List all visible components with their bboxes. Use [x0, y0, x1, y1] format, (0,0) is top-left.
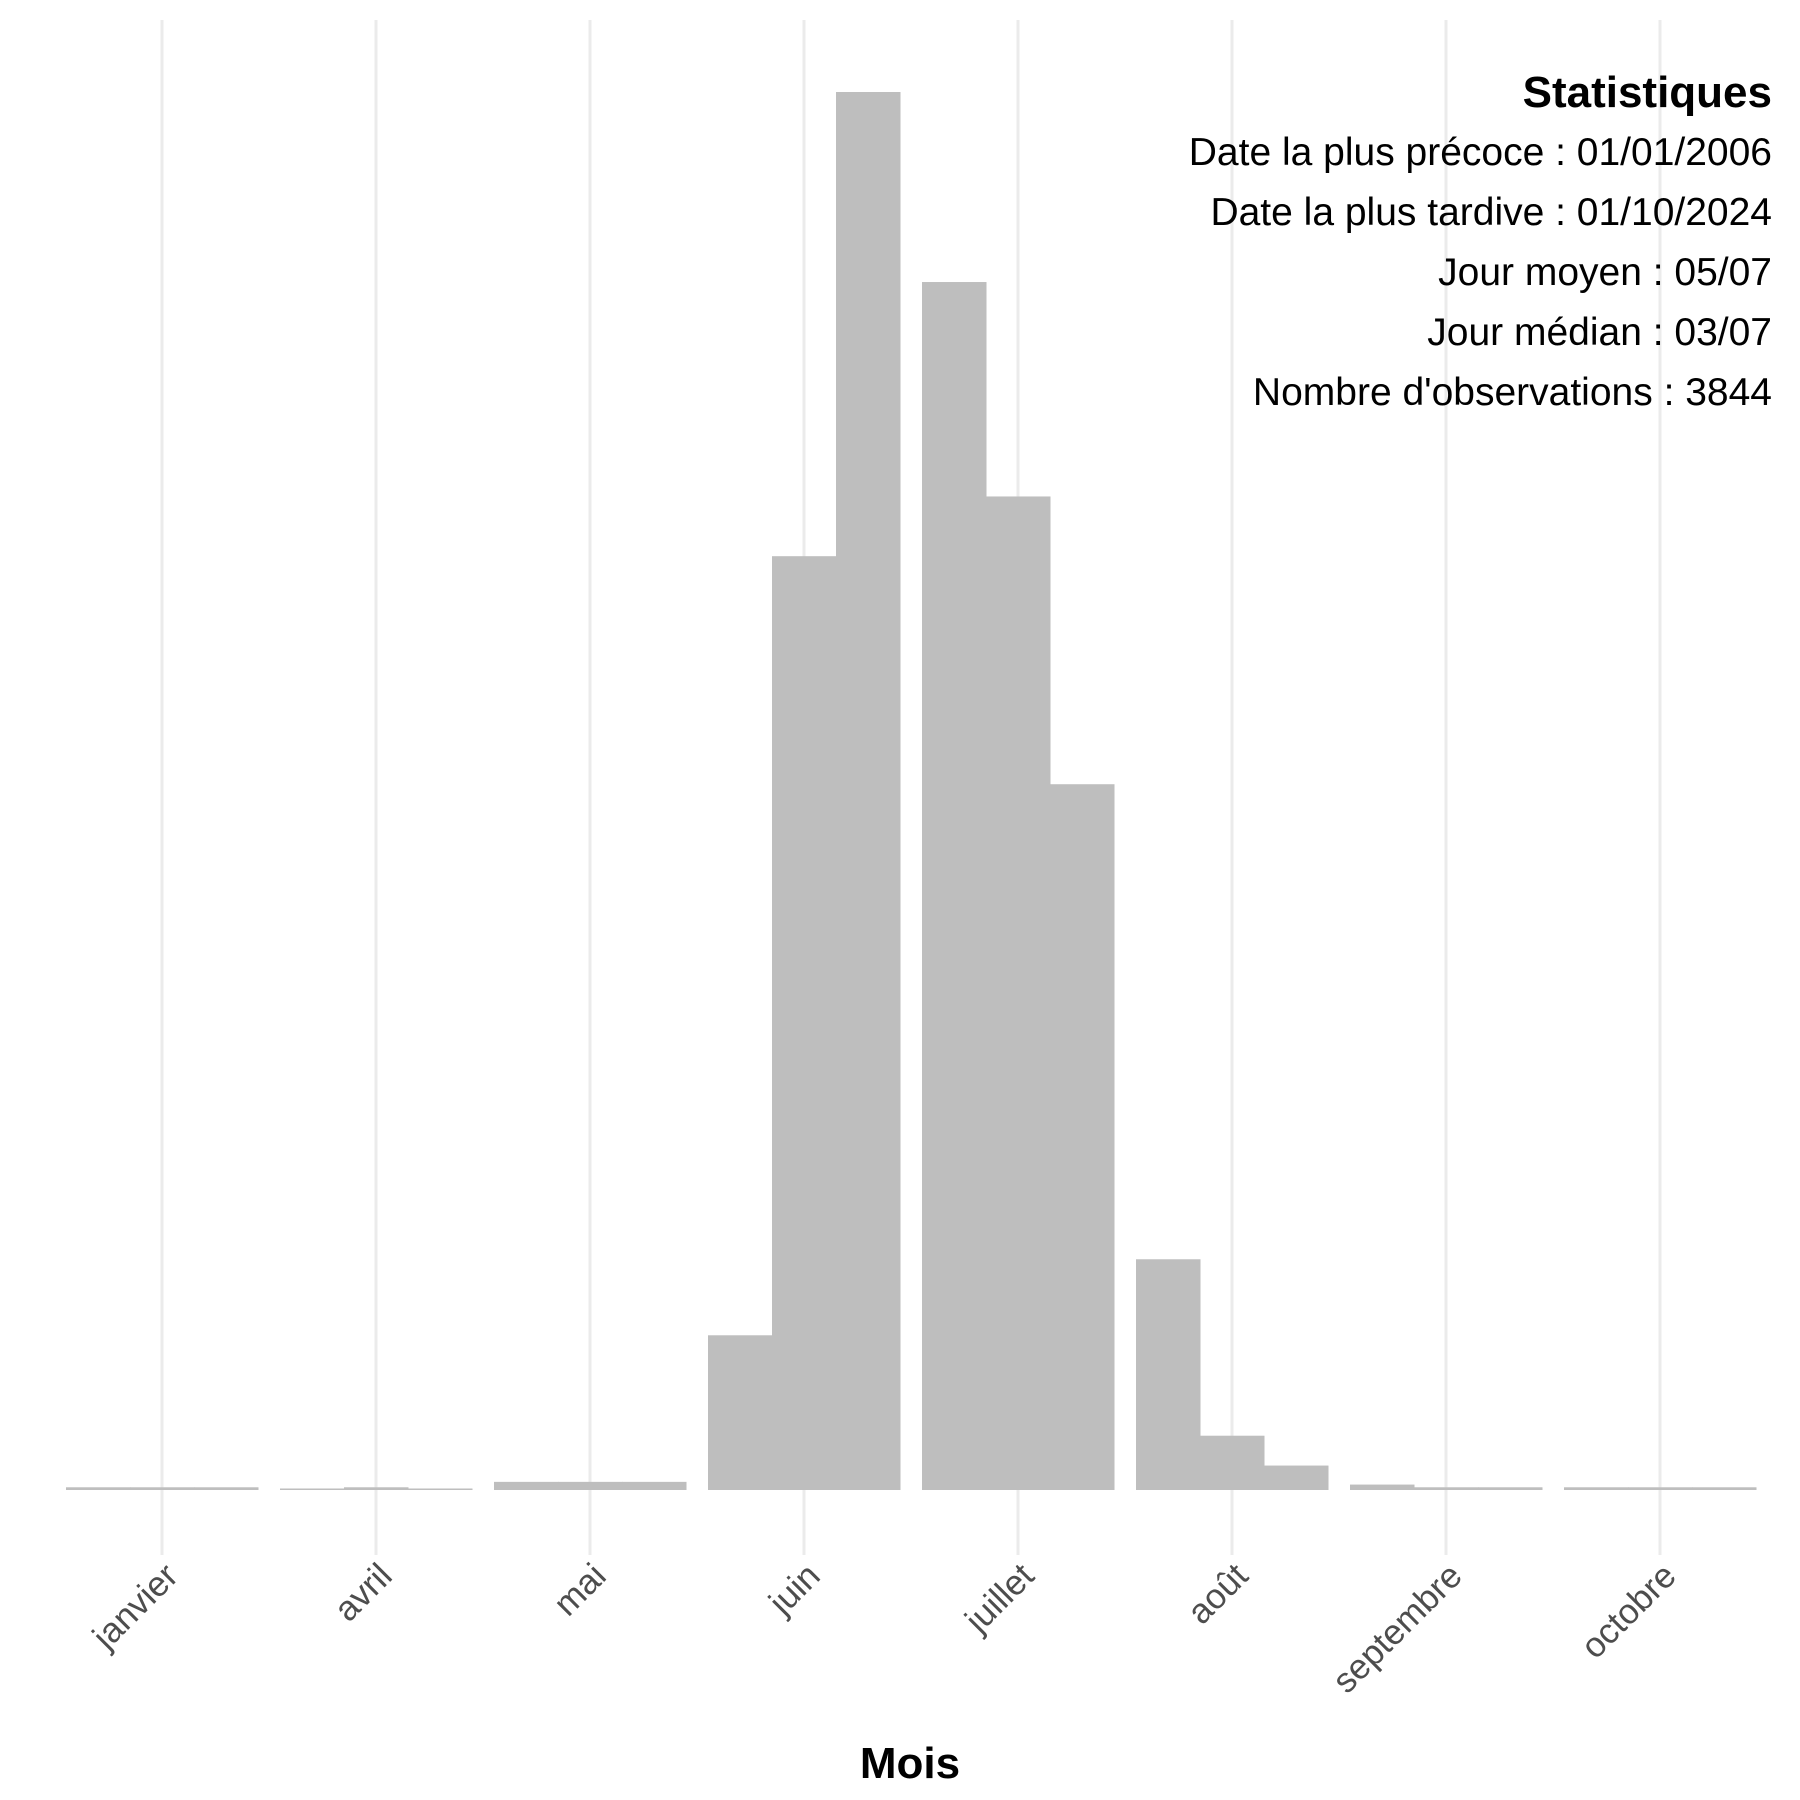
stats-line-4: Jour médian : 03/07	[1427, 311, 1772, 354]
x-tick-label-juillet: juillet	[957, 1556, 1042, 1641]
stats-line-1: Date la plus précoce : 01/01/2006	[1189, 131, 1772, 174]
bar-janvier-2	[130, 1487, 195, 1490]
bar-septembre-3	[1478, 1487, 1543, 1490]
x-tick-label-octobre: octobre	[1574, 1556, 1684, 1666]
bar-août-2	[1200, 1435, 1265, 1490]
bar-octobre-3	[1692, 1487, 1757, 1490]
bar-avril-2	[344, 1487, 409, 1490]
bar-août-1	[1136, 1259, 1201, 1490]
bar-janvier-3	[194, 1487, 259, 1490]
x-tick-label-septembre: septembre	[1325, 1556, 1470, 1701]
bar-avril-1	[280, 1488, 345, 1490]
stats-line-3: Jour moyen : 05/07	[1438, 251, 1772, 294]
x-axis-title: Mois	[860, 1739, 960, 1788]
bar-mai-1	[494, 1481, 559, 1490]
bar-mai-2	[558, 1481, 623, 1490]
bar-janvier-1	[66, 1487, 131, 1490]
bar-avril-3	[408, 1488, 473, 1490]
stats-line-5: Nombre d'observations : 3844	[1253, 371, 1772, 414]
bar-juin-2	[772, 556, 837, 1490]
x-tick-label-avril: avril	[327, 1556, 400, 1629]
x-tick-label-août: août	[1180, 1556, 1256, 1632]
statistics-annotation: Statistiques Date la plus précoce : 01/0…	[1189, 68, 1772, 414]
x-tick-label-mai: mai	[546, 1556, 613, 1623]
grid-layer	[160, 20, 1662, 1555]
bar-juillet-2	[986, 496, 1051, 1490]
x-tick-label-janvier: janvier	[84, 1556, 185, 1657]
bar-septembre-1	[1350, 1484, 1415, 1490]
bar-mai-3	[622, 1481, 687, 1490]
bar-août-3	[1264, 1465, 1329, 1490]
bar-juin-1	[708, 1335, 773, 1490]
x-tick-label-juin: juin	[761, 1556, 828, 1623]
bar-juillet-1	[922, 282, 987, 1490]
stats-title: Statistiques	[1523, 68, 1772, 117]
bar-octobre-1	[1564, 1487, 1629, 1490]
bars-layer	[66, 92, 1757, 1490]
bar-juillet-3	[1050, 784, 1115, 1490]
bar-juin-3	[836, 92, 901, 1490]
bar-septembre-2	[1414, 1487, 1479, 1490]
x-tick-labels: janvier avril mai juin juillet août septembre o…	[84, 1556, 1683, 1701]
stats-line-2: Date la plus tardive : 01/10/2024	[1210, 191, 1772, 234]
bar-octobre-2	[1628, 1487, 1693, 1490]
